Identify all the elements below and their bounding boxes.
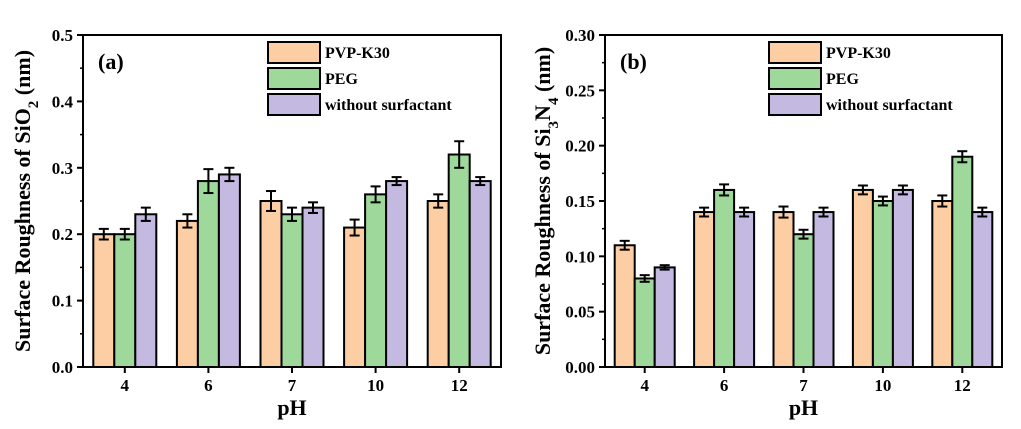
y-axis-title-part: (nm) bbox=[10, 50, 35, 101]
x-axis-title: pH bbox=[277, 395, 306, 420]
y-axis-title-subscript: 2 bbox=[26, 101, 42, 109]
y-axis-title-part: Surface Roughness of Si bbox=[530, 128, 555, 355]
legend-label: PVP-K30 bbox=[826, 45, 891, 62]
x-tick-label: 7 bbox=[288, 376, 297, 395]
x-tick-label: 6 bbox=[204, 376, 213, 395]
y-tick-label: 0.05 bbox=[565, 303, 595, 322]
y-tick-label: 0.3 bbox=[52, 159, 73, 178]
legend-swatch bbox=[768, 67, 822, 90]
bar bbox=[175, 219, 199, 368]
y-tick-label: 0.00 bbox=[565, 358, 595, 377]
legend-swatch bbox=[267, 41, 321, 64]
bar bbox=[733, 211, 756, 368]
bar bbox=[713, 188, 736, 368]
y-axis-title-part: N bbox=[530, 105, 555, 121]
legend-label: without surfactant bbox=[325, 97, 452, 114]
x-tick-label: 10 bbox=[367, 376, 384, 395]
bar bbox=[468, 180, 492, 368]
y-tick-label: 0.10 bbox=[565, 247, 595, 266]
y-tick-label: 0.4 bbox=[52, 92, 74, 111]
bar bbox=[364, 193, 388, 368]
chart-panel-1: 0.0 0.1 0.2 0.3 0.4 0.5 4 6 7 10 12 (a) PVP-K30 PEG wi… bbox=[10, 26, 502, 420]
y-tick-label: 0.0 bbox=[52, 358, 73, 377]
legend-label: PVP-K30 bbox=[325, 45, 390, 62]
plot-frame bbox=[604, 34, 1003, 368]
bar bbox=[301, 206, 325, 368]
bar bbox=[196, 180, 220, 368]
bar bbox=[871, 200, 894, 368]
y-tick-label: 0.30 bbox=[565, 26, 595, 45]
y-axis-title-part: (nm) bbox=[530, 47, 555, 98]
bar bbox=[653, 266, 676, 368]
y-tick-label: 0.2 bbox=[52, 225, 73, 244]
y-tick-label: 0.5 bbox=[52, 26, 73, 45]
bar bbox=[693, 211, 716, 368]
y-tick-label: 0.15 bbox=[565, 192, 595, 211]
x-tick-label: 12 bbox=[954, 376, 971, 395]
bar bbox=[971, 211, 994, 368]
y-axis-title-part: Surface Roughness of SiO bbox=[10, 108, 35, 352]
y-axis-title-subscript: 3 bbox=[546, 121, 562, 129]
legend-label: PEG bbox=[826, 71, 859, 88]
bar bbox=[891, 188, 914, 368]
bar bbox=[792, 233, 815, 368]
y-tick-label: 0.25 bbox=[565, 81, 595, 100]
y-axis-title: Surface Roughness of SiO2 (nm) bbox=[10, 50, 42, 352]
x-tick-label: 6 bbox=[720, 376, 729, 395]
x-tick-label: 4 bbox=[640, 376, 649, 395]
bar bbox=[343, 226, 367, 368]
x-axis-title: pH bbox=[789, 395, 818, 420]
bar bbox=[113, 233, 137, 368]
bar bbox=[426, 200, 450, 368]
x-tick-label: 12 bbox=[451, 376, 468, 395]
y-tick-label: 0.20 bbox=[565, 137, 595, 156]
legend-label: PEG bbox=[325, 71, 358, 88]
bar bbox=[851, 188, 874, 368]
bar bbox=[447, 153, 471, 368]
bar bbox=[951, 155, 974, 368]
legend-swatch bbox=[768, 41, 822, 64]
bar bbox=[259, 200, 283, 368]
bar bbox=[613, 244, 636, 368]
bar bbox=[217, 173, 241, 368]
y-axis-title-subscript: 4 bbox=[546, 97, 562, 105]
chart-panel-2: 0.00 0.05 0.10 0.15 0.20 0.25 0.30 4 6 7 10 12 (b) PV… bbox=[530, 26, 1003, 420]
legend-swatch bbox=[768, 93, 822, 116]
y-axis-title: Surface Roughness of Si3N4 (nm) bbox=[530, 47, 562, 355]
bar bbox=[385, 180, 409, 368]
bar bbox=[772, 211, 795, 368]
bar bbox=[633, 277, 656, 369]
bar bbox=[812, 211, 835, 368]
plot-frame bbox=[82, 34, 502, 368]
legend-swatch bbox=[267, 93, 321, 116]
y-tick-label: 0.1 bbox=[52, 292, 73, 311]
bar bbox=[931, 200, 954, 368]
bar bbox=[280, 213, 304, 368]
panel-label: (a) bbox=[98, 49, 124, 74]
legend-swatch bbox=[267, 67, 321, 90]
panel-label: (b) bbox=[620, 49, 647, 74]
bar bbox=[92, 233, 116, 368]
bar bbox=[134, 213, 158, 368]
legend-label: without surfactant bbox=[826, 97, 953, 114]
x-tick-label: 7 bbox=[799, 376, 808, 395]
x-tick-label: 4 bbox=[121, 376, 130, 395]
x-tick-label: 10 bbox=[874, 376, 891, 395]
